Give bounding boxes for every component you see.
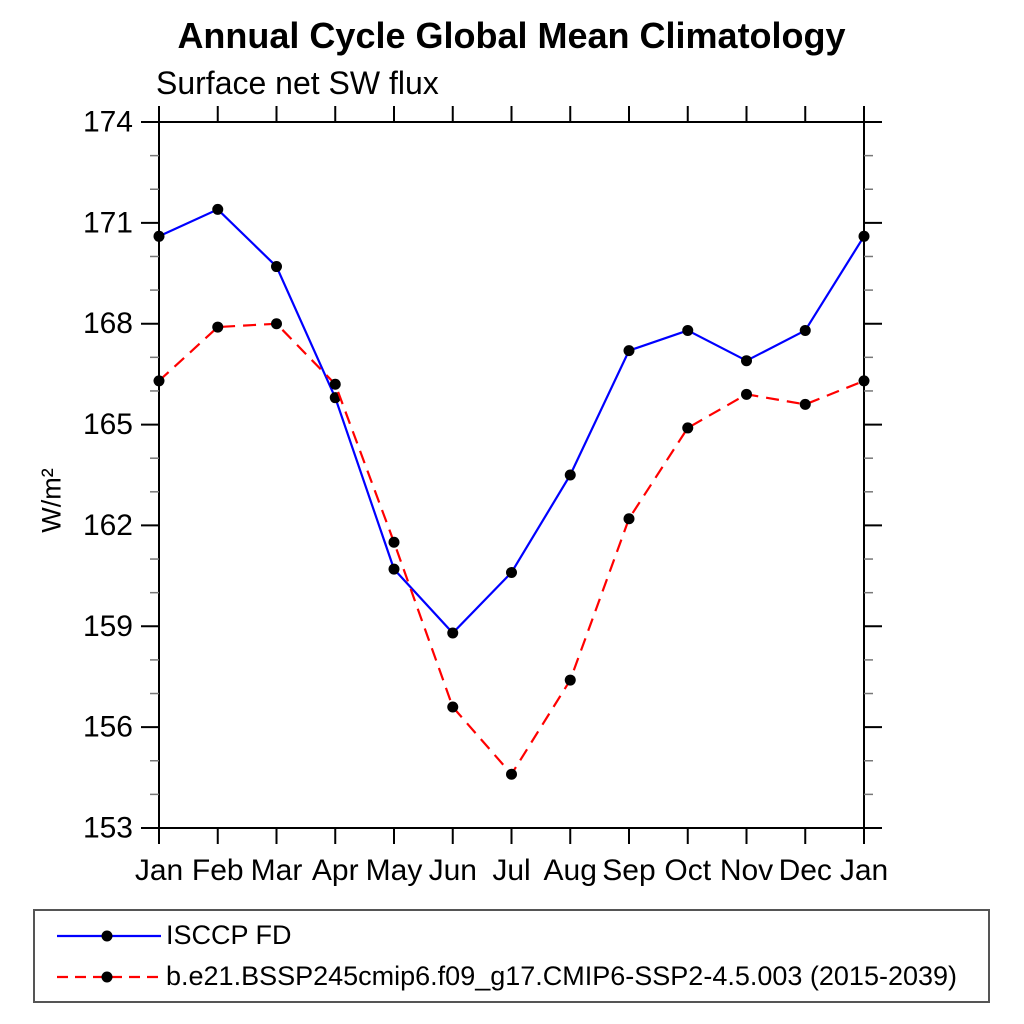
data-point-marker [212, 321, 224, 333]
x-tick-label: Apr [312, 854, 359, 887]
data-point-marker [858, 375, 870, 387]
legend-item-model-run: b.e21.BSSP245cmip6.f09_g17.CMIP6-SSP2-4.… [55, 958, 988, 996]
data-point-marker [329, 378, 341, 390]
y-tick-label: 162 [83, 509, 133, 542]
data-point-marker [153, 230, 165, 242]
legend-line-sample-isccp-fd [57, 930, 161, 941]
chart-title: Annual Cycle Global Mean Climatology [177, 15, 846, 56]
y-tick-label: 174 [83, 106, 133, 139]
data-point-marker [623, 345, 635, 357]
legend-label: ISCCP FD [166, 920, 292, 950]
x-tick-label: Jan [135, 854, 183, 887]
data-point-marker [447, 701, 459, 713]
y-tick-label: 153 [83, 812, 133, 845]
data-point-marker [506, 768, 517, 780]
legend-marker-icon [101, 930, 113, 941]
x-tick-label: Feb [192, 854, 244, 887]
data-point-marker [682, 324, 694, 336]
y-tick-label: 159 [83, 610, 133, 643]
data-point-marker [388, 563, 400, 575]
x-tick-label: Jun [429, 854, 477, 887]
chart-subtitle: Surface net SW flux [156, 65, 439, 101]
series-line-model-run [158, 322, 865, 777]
data-point-marker [623, 513, 635, 525]
data-point-marker [741, 355, 752, 367]
data-point-marker [564, 469, 576, 481]
x-tick-label: Aug [544, 854, 597, 887]
data-point-marker [564, 674, 576, 686]
x-tick-label: Oct [664, 854, 711, 887]
data-point-marker [447, 627, 459, 639]
data-point-marker [329, 392, 341, 404]
legend-box: ISCCP FD b.e21.BSSP245cmip6.f09_g17.CMIP… [33, 909, 990, 1003]
data-point-marker [153, 375, 165, 387]
data-point-marker [858, 230, 870, 242]
data-point-marker [741, 388, 752, 400]
legend-item-isccp-fd: ISCCP FD [55, 917, 988, 955]
y-tick-label: 156 [83, 711, 133, 744]
plot-frame [158, 121, 865, 829]
x-tick-label: Jan [840, 854, 888, 887]
data-point-marker [506, 566, 517, 578]
x-tick-label: Mar [251, 854, 303, 887]
x-tick-label: May [366, 854, 423, 887]
data-point-marker [799, 324, 811, 336]
x-tick-label: Sep [602, 854, 655, 887]
legend-marker-icon [101, 971, 113, 982]
data-point-marker [271, 261, 282, 273]
y-tick-label: 171 [83, 206, 133, 239]
x-tick-label: Nov [720, 854, 773, 887]
data-point-marker [212, 203, 224, 215]
y-tick-label: 168 [83, 307, 133, 340]
x-tick-label: Jul [492, 854, 530, 887]
legend-line-sample-model-run [57, 971, 161, 982]
data-point-marker [682, 422, 694, 434]
data-point-marker [388, 536, 400, 548]
data-point-marker [799, 398, 811, 410]
y-tick-label: 165 [83, 408, 133, 441]
legend-label: b.e21.BSSP245cmip6.f09_g17.CMIP6-SSP2-4.… [166, 961, 958, 991]
data-point-marker [271, 318, 282, 330]
x-tick-label: Dec [779, 854, 832, 887]
